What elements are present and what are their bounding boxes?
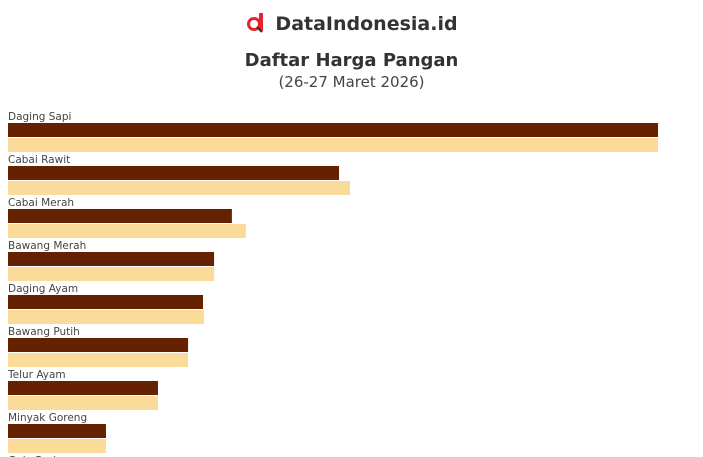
bar-first-series bbox=[8, 381, 158, 395]
bar-first-series bbox=[8, 123, 658, 137]
bar-first-series bbox=[8, 166, 340, 180]
chart-title: Daftar Harga Pangan bbox=[244, 50, 459, 71]
bar-first-series bbox=[8, 424, 106, 438]
category-label: Daging Ayam bbox=[8, 283, 78, 295]
category-label: Bawang Merah bbox=[8, 240, 86, 252]
brand-logo: DataIndonesia.id bbox=[0, 12, 703, 35]
bar-first-series bbox=[8, 252, 215, 266]
bar-second-series bbox=[8, 439, 106, 453]
category-label: Minyak Goreng bbox=[8, 412, 87, 424]
bar-second-series bbox=[8, 310, 204, 324]
bar-first-series bbox=[8, 338, 189, 352]
category-label: Cabai Rawit bbox=[8, 154, 70, 166]
category-label: Daging Sapi bbox=[8, 111, 71, 123]
bar-second-series bbox=[8, 224, 246, 238]
bar-second-series bbox=[8, 138, 658, 152]
bar-second-series bbox=[8, 353, 189, 367]
bar-first-series bbox=[8, 295, 203, 309]
category-label: Gula Pasir bbox=[8, 455, 61, 457]
bar-second-series bbox=[8, 267, 215, 281]
bar-second-series bbox=[8, 181, 350, 195]
bar-first-series bbox=[8, 209, 232, 223]
category-label: Bawang Putih bbox=[8, 326, 80, 338]
brand-name: DataIndonesia.id bbox=[275, 13, 458, 35]
chart-subtitle: (26-27 Maret 2026) bbox=[278, 73, 425, 91]
dataindonesia-logo-icon bbox=[247, 13, 264, 33]
bar-second-series bbox=[8, 396, 158, 410]
category-label: Telur Ayam bbox=[7, 369, 66, 381]
category-label: Cabai Merah bbox=[8, 197, 74, 209]
